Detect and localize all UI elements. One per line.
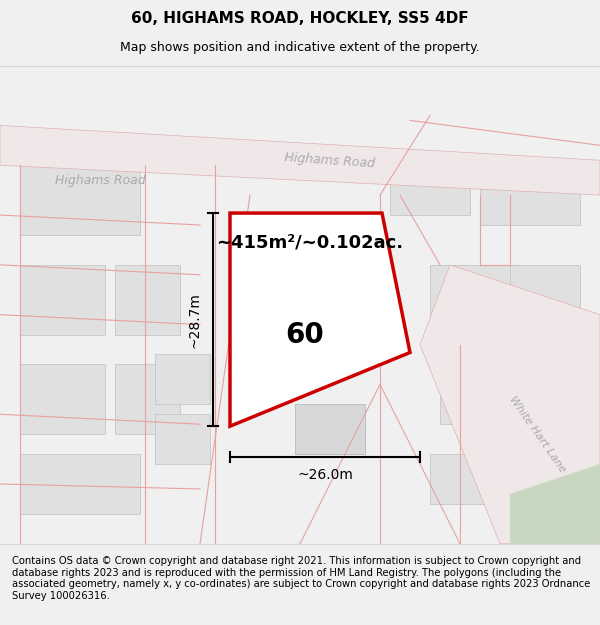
Text: ~28.7m: ~28.7m [188,292,202,348]
Bar [265,250,325,300]
Polygon shape [230,213,410,426]
Bar [20,265,105,334]
Bar [510,265,580,324]
Text: Highams Road: Highams Road [55,174,145,187]
Text: Contains OS data © Crown copyright and database right 2021. This information is : Contains OS data © Crown copyright and d… [12,556,590,601]
Bar [20,364,105,434]
Text: 60: 60 [286,321,325,349]
Bar [115,265,180,334]
Bar [115,364,180,434]
Text: ~26.0m: ~26.0m [297,468,353,482]
Bar [20,155,140,235]
Text: 60, HIGHAMS ROAD, HOCKLEY, SS5 4DF: 60, HIGHAMS ROAD, HOCKLEY, SS5 4DF [131,11,469,26]
Text: Map shows position and indicative extent of the property.: Map shows position and indicative extent… [120,41,480,54]
Text: White Hart Lane: White Hart Lane [507,394,567,474]
Bar [20,454,140,514]
Polygon shape [510,464,600,544]
Bar [155,414,210,464]
Bar [330,235,385,280]
Text: ~415m²/~0.102ac.: ~415m²/~0.102ac. [217,234,404,252]
Bar [480,165,580,225]
Bar [440,364,520,424]
Bar [430,454,500,504]
Text: Highams Road: Highams Road [284,151,376,170]
Polygon shape [420,265,600,544]
Bar [155,354,210,404]
Bar [430,265,520,334]
Bar [510,364,580,424]
Bar [295,404,365,454]
Polygon shape [0,126,600,195]
Bar [390,155,470,215]
